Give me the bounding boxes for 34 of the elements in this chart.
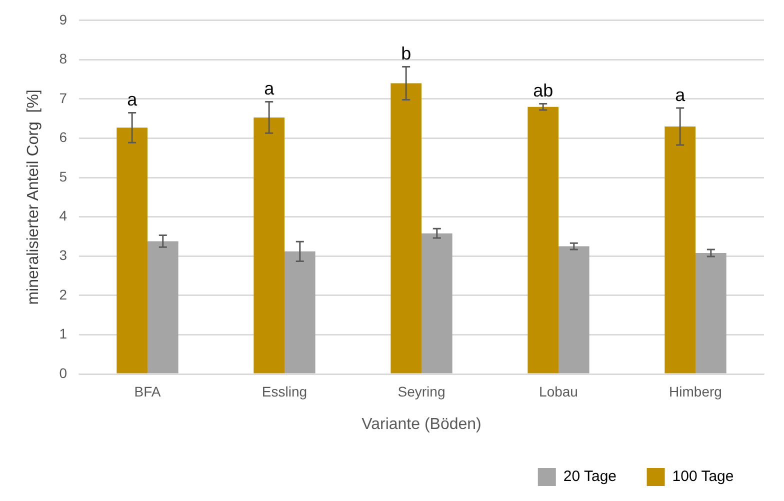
- legend-label: 100 Tage: [672, 468, 734, 486]
- x-tick-label: Essling: [262, 383, 308, 400]
- y-tick-label: 1: [59, 326, 68, 342]
- y-tick-label: 4: [59, 208, 68, 224]
- bar: [116, 128, 148, 374]
- y-tick-label: 3: [59, 246, 68, 263]
- y-tick-label: 6: [59, 129, 68, 146]
- y-tick-label: 2: [59, 286, 68, 302]
- bar: [390, 83, 422, 374]
- bar: [421, 233, 452, 374]
- y-tick-label: 0: [59, 364, 68, 381]
- bar: [147, 241, 178, 374]
- y-tick-label: 5: [59, 168, 68, 184]
- x-tick-label: Seyring: [398, 383, 446, 400]
- bar: [558, 246, 590, 374]
- x-tick-label: Lobau: [539, 383, 578, 400]
- bar: [284, 251, 316, 374]
- x-axis-title: Variante (Böden): [362, 416, 482, 433]
- y-tick-label: 8: [59, 50, 68, 67]
- legend-label: 20 Tage: [563, 468, 617, 486]
- annotation: a: [127, 90, 138, 110]
- annotation: a: [264, 78, 276, 99]
- annotation: b: [401, 44, 412, 64]
- x-tick-label: BFA: [134, 383, 162, 400]
- bar: [254, 117, 284, 374]
- annotation: a: [675, 84, 686, 105]
- x-tick-label: Himberg: [669, 383, 722, 400]
- y-axis-title: mineralisierter Anteil Corg [%]: [25, 90, 42, 305]
- bar: [664, 126, 696, 374]
- y-tick-label: 7: [59, 90, 68, 106]
- bar: [528, 106, 558, 374]
- y-tick-label: 9: [59, 11, 68, 28]
- bar: [696, 252, 726, 374]
- annotation: ab: [533, 80, 554, 101]
